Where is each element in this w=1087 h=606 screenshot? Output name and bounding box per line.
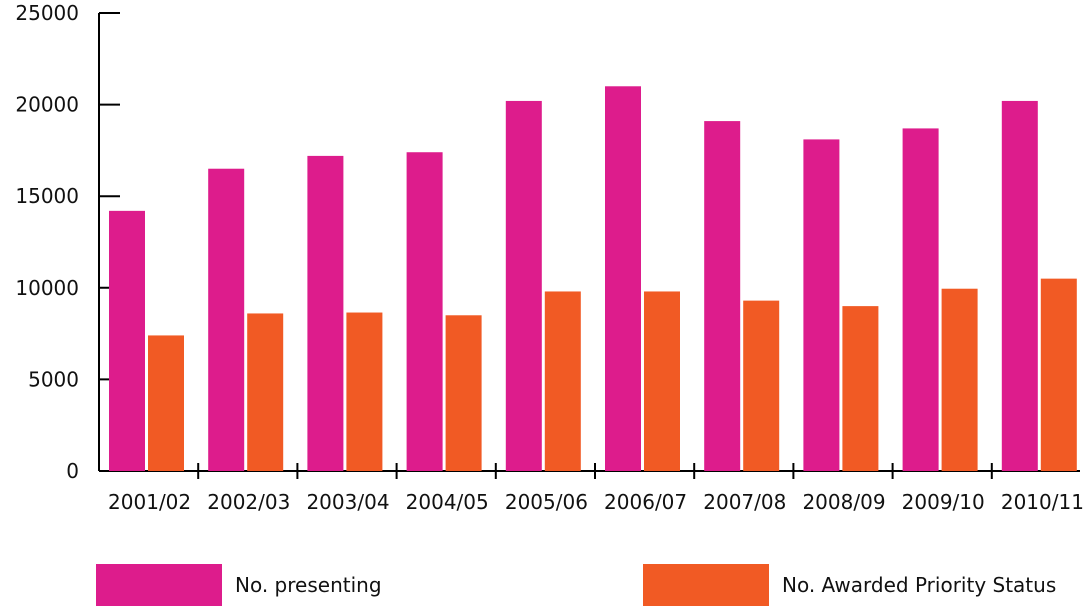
y-tick-label: 15000 bbox=[15, 184, 79, 208]
bar-presenting bbox=[1001, 100, 1038, 471]
y-axis: 0 5000 10000 15000 20000 25000 bbox=[15, 1, 120, 483]
bar-awarded bbox=[644, 291, 680, 471]
x-tick-label: 2002/03 bbox=[207, 490, 290, 514]
legend-swatch-awarded bbox=[643, 564, 769, 606]
legend-label-awarded: No. Awarded Priority Status bbox=[782, 573, 1057, 597]
bar-awarded bbox=[148, 335, 184, 471]
x-tick-label: 2009/10 bbox=[902, 490, 985, 514]
x-tick-label: 2004/05 bbox=[406, 490, 489, 514]
bar-presenting bbox=[902, 128, 939, 471]
bar-presenting bbox=[704, 121, 741, 471]
y-tick-label: 5000 bbox=[28, 367, 79, 391]
bar-awarded bbox=[941, 288, 978, 471]
bar-presenting bbox=[605, 86, 641, 471]
bar-presenting bbox=[505, 100, 542, 471]
bar-presenting bbox=[109, 210, 145, 471]
y-tick-label: 10000 bbox=[15, 276, 79, 300]
legend-item-awarded: No. Awarded Priority Status bbox=[643, 564, 1056, 606]
x-axis: 2001/02 2002/03 2003/04 2004/05 2005/06 2006/… bbox=[99, 463, 1084, 514]
bar-awarded bbox=[743, 300, 780, 471]
x-tick-label: 2008/09 bbox=[802, 490, 885, 514]
x-tick-label: 2006/07 bbox=[604, 490, 687, 514]
y-tick-label: 25000 bbox=[15, 1, 79, 25]
bar-awarded bbox=[346, 312, 383, 471]
bar-awarded bbox=[247, 313, 284, 471]
bar-awarded bbox=[445, 315, 482, 471]
x-tick-label: 2001/02 bbox=[108, 490, 191, 514]
x-tick-label: 2010/11 bbox=[1001, 490, 1084, 514]
bar-chart: 0 5000 10000 15000 20000 25000 2001/02 2002/03… bbox=[15, 1, 1084, 514]
x-tick-label: 2007/08 bbox=[703, 490, 786, 514]
x-tick-label: 2003/04 bbox=[306, 490, 389, 514]
bars bbox=[109, 86, 1077, 471]
bar-presenting bbox=[803, 139, 840, 471]
bar-awarded bbox=[544, 291, 581, 471]
y-tick-label: 0 bbox=[66, 459, 79, 483]
bar-awarded bbox=[842, 306, 879, 471]
legend-swatch-presenting bbox=[96, 564, 222, 606]
bar-presenting bbox=[406, 152, 443, 471]
bar-presenting bbox=[307, 155, 344, 471]
bar-awarded bbox=[1040, 278, 1077, 471]
legend-item-presenting: No. presenting bbox=[96, 564, 382, 606]
legend-label-presenting: No. presenting bbox=[235, 573, 382, 597]
y-tick-label: 20000 bbox=[15, 93, 79, 117]
bar-presenting bbox=[208, 168, 245, 471]
x-tick-label: 2005/06 bbox=[505, 490, 588, 514]
